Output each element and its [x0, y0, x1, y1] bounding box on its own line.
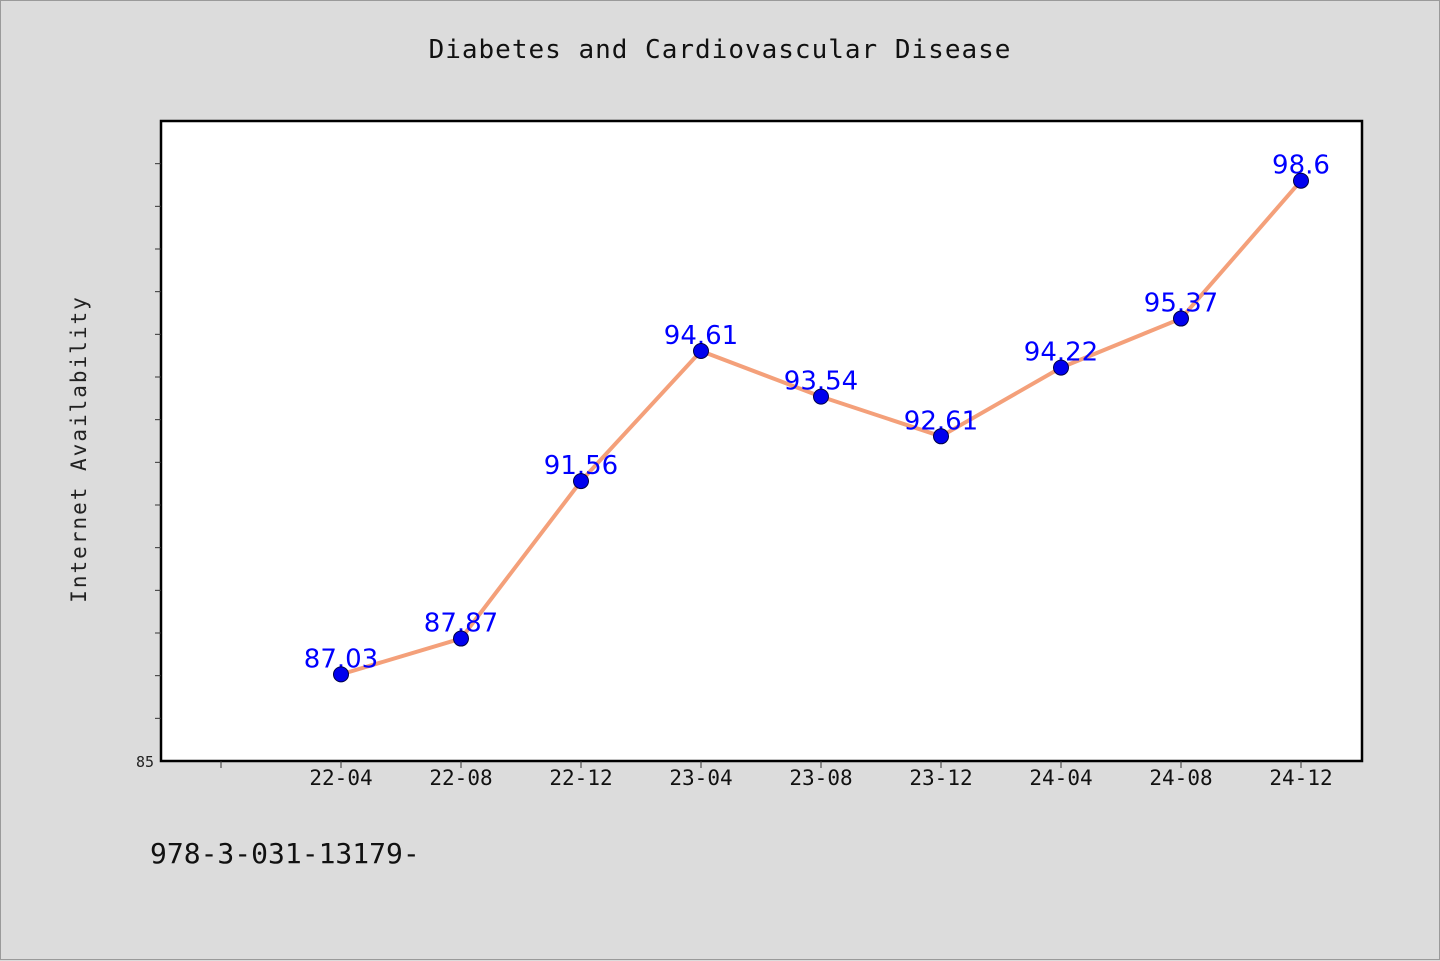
chart-title: Diabetes and Cardiovascular Disease [428, 35, 1012, 65]
x-tick-label: 24-08 [1149, 766, 1212, 790]
data-point [333, 666, 349, 683]
x-tick-label: 24-04 [1029, 766, 1092, 790]
data-point [1293, 172, 1309, 189]
x-tick-label: 23-08 [789, 766, 852, 790]
data-point [693, 342, 709, 359]
plot-area [159, 119, 1364, 763]
x-tick-label: 22-04 [309, 766, 372, 790]
data-point [933, 428, 949, 445]
x-tick-label: 24-12 [1269, 766, 1332, 790]
data-point [813, 388, 829, 405]
x-tick-label: 22-12 [549, 766, 612, 790]
y-tick-label: 85 [136, 753, 154, 771]
data-point [573, 473, 589, 490]
footnote-text: 978-3-031-13179- [150, 837, 420, 870]
x-tick-label: 23-04 [669, 766, 732, 790]
x-tick-label: 23-12 [909, 766, 972, 790]
data-point [453, 630, 469, 647]
x-tick-label: 22-08 [429, 766, 492, 790]
data-point [1053, 359, 1069, 376]
data-point [1173, 310, 1189, 327]
